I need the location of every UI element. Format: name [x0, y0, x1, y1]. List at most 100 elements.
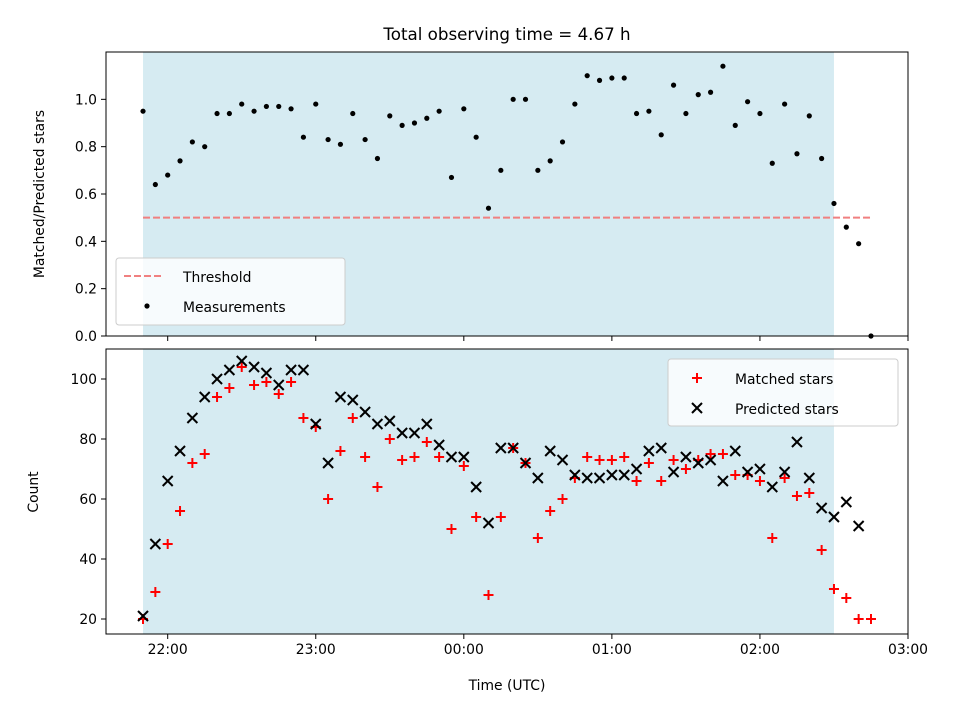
- predicted-star-point-stroke: [532, 472, 544, 484]
- measurement-point: [745, 99, 751, 105]
- top-frame: [105, 51, 909, 337]
- legend-matched-swatch: [692, 373, 702, 383]
- top-y-axis-label: Matched/Predicted stars: [32, 110, 48, 278]
- bottom-y-tick-label: 40: [79, 552, 97, 568]
- predicted-star-point: [593, 472, 606, 484]
- matched-star-point: [853, 614, 864, 624]
- predicted-star-point: [569, 469, 581, 481]
- predicted-star-point: [704, 454, 717, 466]
- predicted-star-point: [396, 427, 408, 439]
- matched-star-point: [804, 488, 815, 498]
- top-y-tick-label: 0.2: [75, 282, 97, 298]
- measurement-point: [794, 151, 800, 157]
- legend-predicted-swatch: [691, 402, 703, 414]
- legend-predicted-swatch-stroke: [691, 402, 703, 414]
- predicted-star-point: [285, 364, 297, 376]
- measurement-point: [165, 172, 171, 178]
- top-y-tick-label: 0.6: [75, 187, 97, 203]
- predicted-star-point-stroke: [359, 406, 371, 418]
- measurement-point: [633, 110, 640, 117]
- bottom-x-tick-label: 22:00: [148, 642, 188, 658]
- predicted-star-point: [655, 442, 667, 454]
- matched-star-point: [458, 461, 469, 471]
- predicted-star-point-stroke: [544, 445, 556, 457]
- measurement-point: [683, 110, 689, 117]
- predicted-star-point-stroke: [137, 610, 149, 622]
- predicted-star-point: [236, 355, 248, 367]
- matched-star-point: [619, 452, 630, 462]
- measurement-point: [436, 108, 442, 114]
- predicted-star-point-stroke: [260, 367, 273, 379]
- measurement-point: [559, 139, 566, 145]
- predicted-star-point: [161, 475, 174, 487]
- predicted-star-point: [359, 406, 371, 418]
- matched-star-point: [261, 377, 272, 387]
- measurement-point: [782, 101, 788, 107]
- matched-star-point: [384, 434, 395, 444]
- measurement-point: [670, 82, 677, 88]
- predicted-star-point-stroke: [754, 463, 766, 475]
- predicted-star-point-stroke: [445, 451, 458, 463]
- measurement-point: [461, 106, 467, 112]
- measurement-point: [522, 96, 529, 102]
- predicted-star-point-stroke: [421, 418, 433, 430]
- measurement-point: [695, 92, 701, 98]
- predicted-star-point-stroke: [285, 364, 297, 376]
- predicted-star-point: [581, 472, 593, 484]
- matched-star-point: [236, 362, 247, 372]
- matched-star-point: [212, 392, 223, 402]
- matched-star-point: [865, 614, 876, 624]
- predicted-star-point-stroke: [199, 391, 211, 403]
- predicted-star-point: [248, 361, 260, 373]
- predicted-star-point: [507, 442, 519, 454]
- legend-matched-label: Matched stars: [735, 372, 833, 388]
- matched-star-point: [335, 446, 346, 456]
- predicted-star-point-stroke: [655, 442, 667, 454]
- measurement-point: [387, 113, 393, 119]
- matched-star-point: [767, 533, 778, 543]
- predicted-star-point: [458, 451, 470, 463]
- predicted-star-point: [667, 466, 680, 478]
- chart-title: Total observing time = 4.67 h: [382, 24, 630, 44]
- matched-star-point: [643, 458, 654, 468]
- bottom-legend: Matched stars Predicted stars: [667, 358, 899, 427]
- predicted-star-point-stroke: [778, 466, 791, 478]
- bottom-y-tick-label: 20: [79, 612, 97, 628]
- predicted-star-point: [433, 439, 445, 451]
- predicted-star-point-stroke: [643, 445, 655, 457]
- matched-star-point: [421, 437, 432, 447]
- measurement-point: [276, 103, 282, 110]
- predicted-star-point-stroke: [729, 445, 741, 457]
- predicted-star-point-stroke: [347, 394, 359, 406]
- matched-star-point: [249, 380, 260, 390]
- predicted-star-point-stroke: [211, 373, 223, 385]
- predicted-star-point-stroke: [149, 538, 162, 550]
- matched-star-point: [298, 413, 309, 423]
- matched-star-point: [582, 452, 593, 462]
- matched-star-point: [199, 449, 210, 459]
- predicted-star-point-stroke: [236, 355, 248, 367]
- predicted-star-point: [828, 511, 840, 523]
- measurement-point: [300, 134, 307, 140]
- predicted-star-point-stroke: [667, 466, 680, 478]
- predicted-star-point: [408, 427, 421, 439]
- predicted-star-point: [273, 379, 285, 391]
- predicted-star-point: [186, 412, 199, 424]
- predicted-star-point-stroke: [273, 379, 285, 391]
- measurement-point: [288, 106, 294, 112]
- predicted-star-point-stroke: [606, 469, 618, 481]
- measurement-point: [757, 110, 763, 117]
- top-panel: 0.0 0.2 0.4 0.6 0.8 1.0 Threshold Measurements: [75, 51, 909, 345]
- predicted-star-point-stroke: [396, 427, 408, 439]
- predicted-star-point: [680, 451, 692, 463]
- predicted-star-point-stroke: [791, 436, 803, 448]
- predicted-star-point-stroke: [297, 364, 310, 376]
- measurement-point: [399, 122, 405, 128]
- predicted-star-point-stroke: [766, 481, 778, 493]
- predicted-star-point-stroke: [630, 463, 643, 475]
- top-legend-box: [115, 257, 346, 326]
- bottom-legend-box: [667, 358, 899, 427]
- bottom-x-tick-label: 00:00: [444, 642, 484, 658]
- measurement-point: [498, 167, 504, 173]
- matched-star-point: [791, 491, 802, 501]
